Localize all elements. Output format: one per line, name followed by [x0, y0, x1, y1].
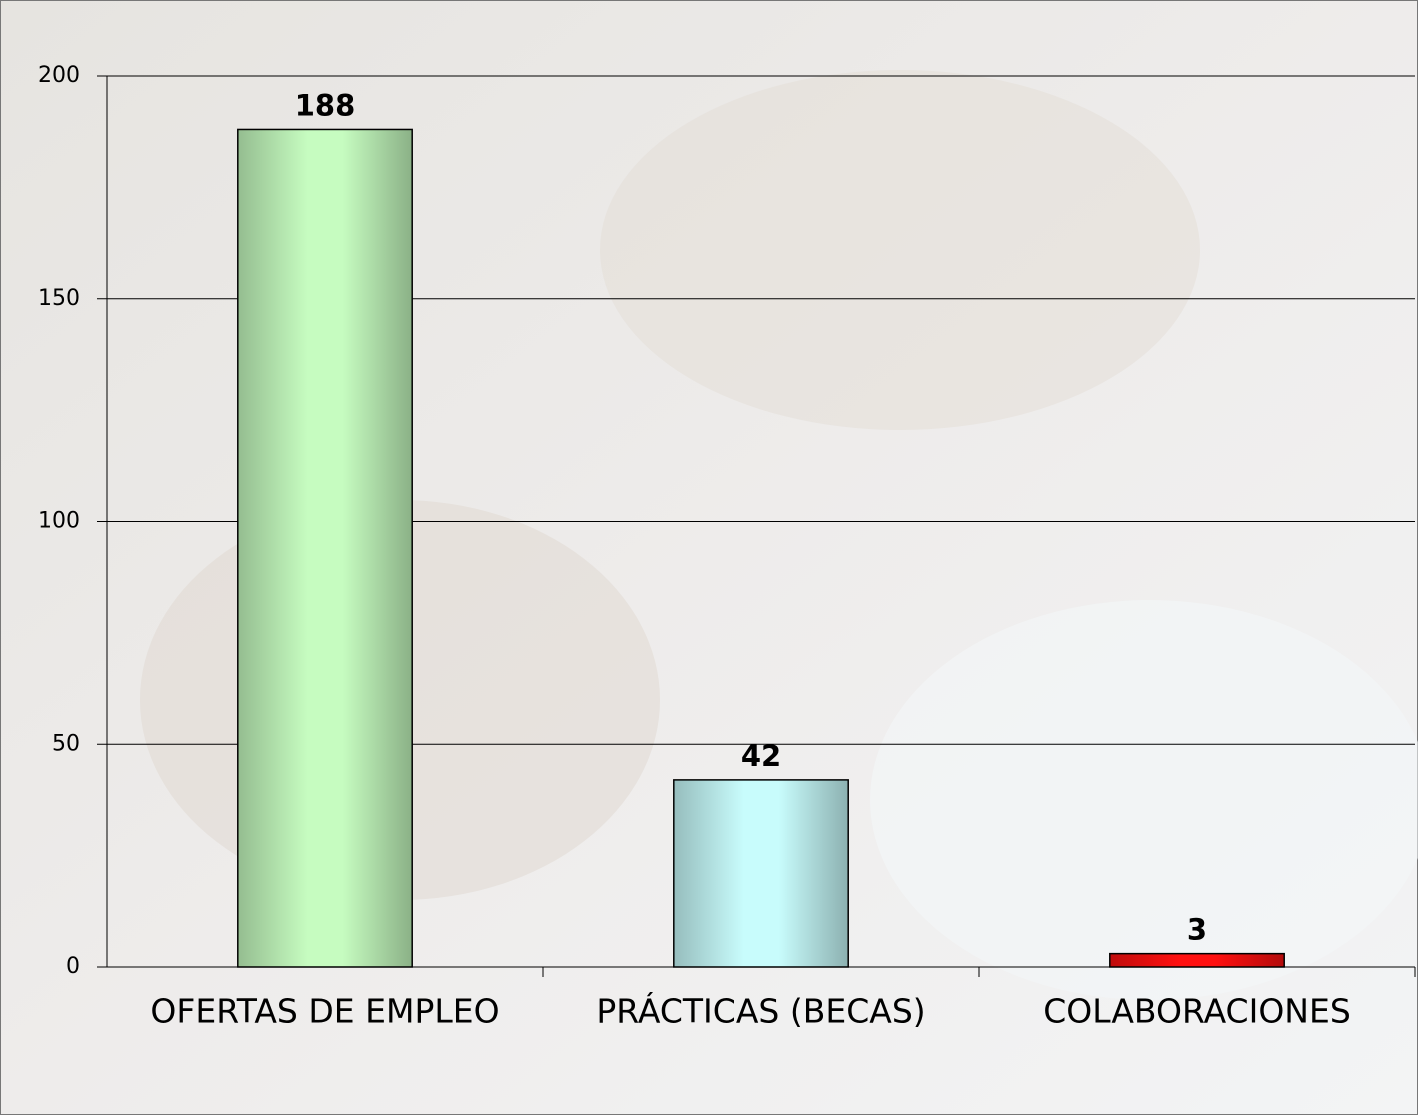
value-label: 3 [1187, 913, 1207, 947]
value-label: 188 [295, 88, 356, 122]
y-tick-label: 100 [38, 509, 80, 534]
value-label: 42 [741, 739, 781, 773]
photo-shape [600, 70, 1200, 430]
x-tick-label: OFERTAS DE EMPLEO [150, 992, 499, 1031]
bar-shade [237, 129, 413, 967]
photo-shape [870, 600, 1418, 1000]
x-tick-label: PRÁCTICAS (BECAS) [596, 991, 925, 1031]
bar-shade [1109, 953, 1285, 967]
y-tick-label: 150 [38, 286, 80, 311]
bar-shade [673, 779, 849, 967]
y-tick-label: 200 [38, 63, 80, 88]
y-tick-label: 50 [52, 731, 80, 756]
y-tick-label: 0 [66, 954, 80, 979]
x-tick-label: COLABORACIONES [1043, 992, 1351, 1031]
